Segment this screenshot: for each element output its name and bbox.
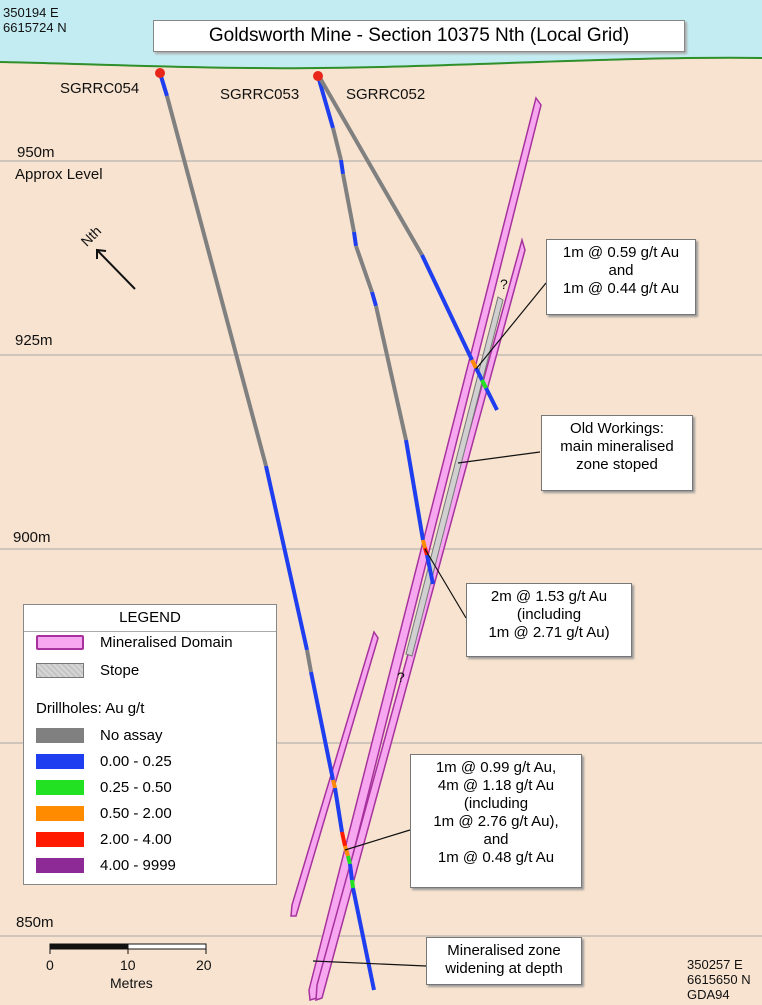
callout-line: widening at depth <box>445 960 563 977</box>
grade-swatch <box>36 832 84 847</box>
legend-label: Mineralised Domain <box>100 634 233 651</box>
callout-sgrrc054-intercepts: 1m @ 0.99 g/t Au, 4m @ 1.18 g/t Au (incl… <box>410 754 582 888</box>
domain-swatch <box>36 635 84 650</box>
mineralised-domain-lower <box>290 630 379 917</box>
drillhole-label-sgrrc053: SGRRC053 <box>220 86 300 103</box>
grade-swatch <box>36 806 84 821</box>
legend-label: 0.00 - 0.25 <box>100 753 172 770</box>
collar-sgrrc053 <box>313 71 323 81</box>
legend-item-domain: Mineralised Domain <box>36 634 233 651</box>
approx-level-label: Approx Level <box>15 166 103 183</box>
elevation-900: 900m <box>13 529 51 546</box>
leader-c4 <box>344 829 411 851</box>
legend-item-grade: 0.50 - 2.00 <box>36 805 172 822</box>
callout-line: zone stoped <box>576 456 658 473</box>
drillhole-sgrrc053-trace <box>316 75 435 585</box>
callout-line: 4m @ 1.18 g/t Au <box>437 777 555 794</box>
legend: LEGEND Mineralised Domain Stope Drillhol… <box>23 604 277 885</box>
surface-line <box>0 56 762 70</box>
elevation-925: 925m <box>15 332 53 349</box>
legend-drillholes-title: Drillholes: Au g/t <box>36 700 145 717</box>
drillhole-label-sgrrc054: SGRRC054 <box>60 80 140 97</box>
legend-label: 2.00 - 4.00 <box>100 831 172 848</box>
callout-line: 1m @ 0.99 g/t Au, <box>435 759 557 776</box>
scale-tick-10: 10 <box>120 957 136 973</box>
grade-swatch <box>36 728 84 743</box>
scale-bar <box>49 943 207 954</box>
callout-line: 1m @ 2.76 g/t Au), <box>433 813 559 830</box>
drillhole-sgrrc052-trace <box>318 77 499 411</box>
callout-line: and <box>483 831 509 848</box>
callout-line: 1m @ 0.44 g/t Au <box>562 280 680 297</box>
coords-bottom-right: 350257 E 6615650 N GDA94 <box>687 957 751 1002</box>
elevation-950: 950m <box>17 144 55 161</box>
legend-label: 0.25 - 0.50 <box>100 779 172 796</box>
callout-line: 1m @ 0.59 g/t Au <box>562 244 680 261</box>
north-arrow <box>96 248 136 290</box>
legend-item-grade: 4.00 - 9999 <box>36 857 176 874</box>
legend-title: LEGEND <box>119 609 181 626</box>
uncertain-marker-bottom: ? <box>397 669 405 685</box>
callout-sgrrc052-intercept: 1m @ 0.59 g/t Au and 1m @ 0.44 g/t Au <box>546 239 696 315</box>
callout-line: 1m @ 0.48 g/t Au <box>437 849 555 866</box>
leader-c1 <box>475 282 547 370</box>
scale-unit: Metres <box>110 975 153 991</box>
legend-label: Stope <box>100 662 140 679</box>
scale-tick-20: 20 <box>196 957 212 973</box>
legend-item-grade: No assay <box>36 727 163 744</box>
section-title: Goldsworth Mine - Section 10375 Nth (Loc… <box>153 20 685 52</box>
callout-line: main mineralised <box>560 438 674 455</box>
grade-swatch <box>36 858 84 873</box>
legend-item-stope: Stope <box>36 662 139 679</box>
callout-line: 1m @ 2.71 g/t Au) <box>488 624 610 641</box>
leader-c2 <box>457 451 541 464</box>
legend-label: 0.50 - 2.00 <box>100 805 172 822</box>
callout-line: and <box>608 262 634 279</box>
grade-swatch <box>36 754 84 769</box>
northing-label: 6615650 N <box>687 972 751 987</box>
drillhole-label-sgrrc052: SGRRC052 <box>346 86 426 103</box>
northing-label: 6615724 N <box>3 20 67 35</box>
grade-swatch <box>36 780 84 795</box>
callout-line: 2m @ 1.53 g/t Au <box>490 588 608 605</box>
datum-label: GDA94 <box>687 987 730 1002</box>
elevation-850: 850m <box>16 914 54 931</box>
legend-item-grade: 2.00 - 4.00 <box>36 831 172 848</box>
legend-item-grade: 0.25 - 0.50 <box>36 779 172 796</box>
legend-item-grade: 0.00 - 0.25 <box>36 753 172 770</box>
easting-label: 350257 E <box>687 957 743 972</box>
scale-tick-0: 0 <box>46 957 54 973</box>
leader-c3 <box>424 548 467 619</box>
stope-swatch <box>36 663 84 678</box>
legend-label: 4.00 - 9999 <box>100 857 176 874</box>
callout-line: (including <box>463 795 529 812</box>
collar-sgrrc054 <box>155 68 165 78</box>
callout-line: Old Workings: <box>570 420 664 437</box>
legend-label: No assay <box>100 727 163 744</box>
callout-zone-widening: Mineralised zone widening at depth <box>426 937 582 985</box>
leader-c5 <box>312 960 427 967</box>
uncertain-marker-top: ? <box>500 276 508 292</box>
callout-line: (including <box>516 606 582 623</box>
callout-sgrrc053-intercept: 2m @ 1.53 g/t Au (including 1m @ 2.71 g/… <box>466 583 632 657</box>
coords-top-left: 350194 E 6615724 N <box>3 5 67 35</box>
callout-old-workings: Old Workings: main mineralised zone stop… <box>541 415 693 491</box>
easting-label: 350194 E <box>3 5 59 20</box>
callout-line: Mineralised zone <box>447 942 561 959</box>
drillhole-sgrrc054-trace <box>158 72 376 991</box>
